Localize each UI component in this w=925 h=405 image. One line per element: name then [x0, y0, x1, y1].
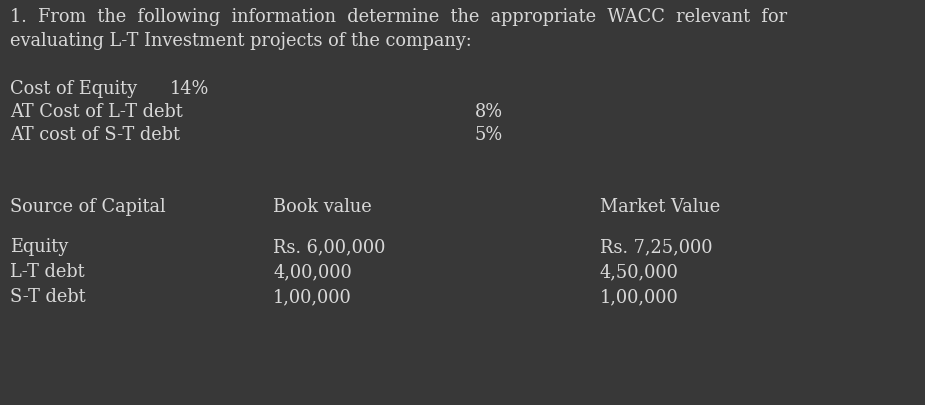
Text: 4,00,000: 4,00,000	[273, 263, 352, 281]
Text: Rs. 7,25,000: Rs. 7,25,000	[600, 238, 712, 256]
Text: Rs. 6,00,000: Rs. 6,00,000	[273, 238, 386, 256]
Text: 4,50,000: 4,50,000	[600, 263, 679, 281]
Text: Equity: Equity	[10, 238, 68, 256]
Text: 5%: 5%	[475, 126, 503, 144]
Text: 1,00,000: 1,00,000	[273, 288, 352, 306]
Text: Market Value: Market Value	[600, 198, 721, 216]
Text: L-T debt: L-T debt	[10, 263, 84, 281]
Text: Source of Capital: Source of Capital	[10, 198, 166, 216]
Text: 8%: 8%	[475, 103, 503, 121]
Text: 1.  From  the  following  information  determine  the  appropriate  WACC  releva: 1. From the following information determ…	[10, 8, 787, 26]
Text: 1,00,000: 1,00,000	[600, 288, 679, 306]
Text: evaluating L-T Investment projects of the company:: evaluating L-T Investment projects of th…	[10, 32, 472, 50]
Text: Cost of Equity: Cost of Equity	[10, 80, 137, 98]
Text: AT cost of S-T debt: AT cost of S-T debt	[10, 126, 180, 144]
Text: AT Cost of L-T debt: AT Cost of L-T debt	[10, 103, 183, 121]
Text: Book value: Book value	[273, 198, 372, 216]
Text: S-T debt: S-T debt	[10, 288, 86, 306]
Text: 14%: 14%	[170, 80, 209, 98]
